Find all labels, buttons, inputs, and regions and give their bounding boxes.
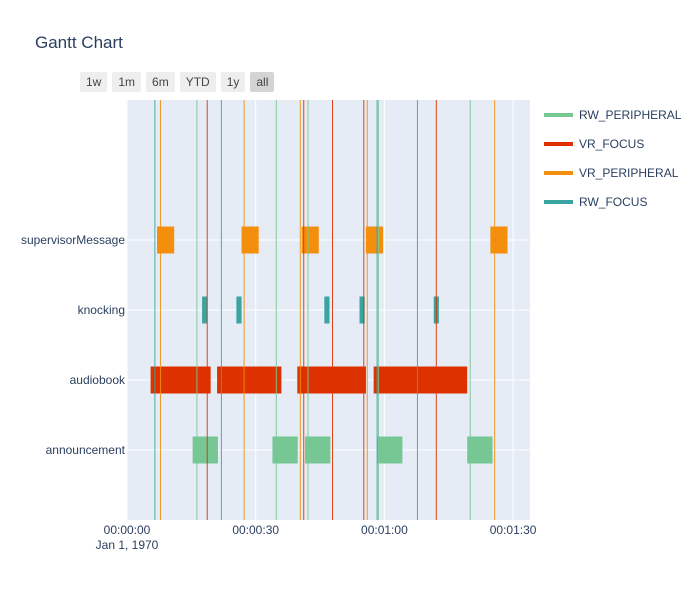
legend-swatch [544, 170, 573, 175]
legend-label: RW_FOCUS [579, 194, 648, 209]
legend-label: RW_PERIPHERAL [579, 107, 682, 122]
range-button-1y[interactable]: 1y [220, 72, 246, 92]
task-bar [359, 296, 365, 324]
x-tick-label: 00:00:30 [232, 523, 279, 537]
range-button-1w[interactable]: 1w [80, 72, 108, 92]
range-button-1m[interactable]: 1m [112, 72, 142, 92]
task-bar [301, 226, 319, 254]
chart-title: Gantt Chart [35, 33, 123, 52]
task-bar [373, 366, 468, 394]
legend-label: VR_PERIPHERAL [579, 165, 679, 180]
legend-item-rw-peripheral[interactable]: RW_PERIPHERAL [544, 105, 681, 124]
range-button-all[interactable]: all [250, 72, 275, 92]
task-bar [297, 366, 366, 394]
y-tick-label: audiobook [70, 373, 126, 387]
task-bar [324, 296, 330, 324]
task-bar [467, 436, 493, 464]
legend-item-vr-peripheral[interactable]: VR_PERIPHERAL [544, 163, 681, 182]
legend: RW_PERIPHERAL VR_FOCUS VR_PERIPHERAL RW_… [544, 105, 681, 221]
task-bar [305, 436, 331, 464]
range-button-6m[interactable]: 6m [146, 72, 175, 92]
legend-item-rw-focus[interactable]: RW_FOCUS [544, 192, 681, 211]
x-date-label: Jan 1, 1970 [96, 538, 159, 552]
range-selector: 1w 1m 6m YTD 1y all [80, 72, 275, 92]
y-tick-label: supervisorMessage [21, 233, 125, 247]
task-bar [241, 226, 259, 254]
task-bar [490, 226, 508, 254]
task-bar [365, 226, 384, 254]
task-bar [157, 226, 175, 254]
range-button-ytd[interactable]: YTD [179, 72, 216, 92]
task-bar [377, 436, 403, 464]
task-bar [150, 366, 211, 394]
task-bar [236, 296, 242, 324]
y-tick-label: announcement [46, 443, 126, 457]
x-tick-label: 00:00:00 [104, 523, 151, 537]
legend-item-vr-focus[interactable]: VR_FOCUS [544, 134, 681, 153]
legend-label: VR_FOCUS [579, 136, 645, 151]
legend-swatch [544, 199, 573, 204]
y-tick-label: knocking [78, 303, 125, 317]
legend-swatch [544, 141, 573, 146]
legend-swatch [544, 112, 573, 117]
x-tick-label: 00:01:30 [490, 523, 537, 537]
x-tick-label: 00:01:00 [361, 523, 408, 537]
task-bar [217, 366, 282, 394]
task-bar [202, 296, 208, 324]
